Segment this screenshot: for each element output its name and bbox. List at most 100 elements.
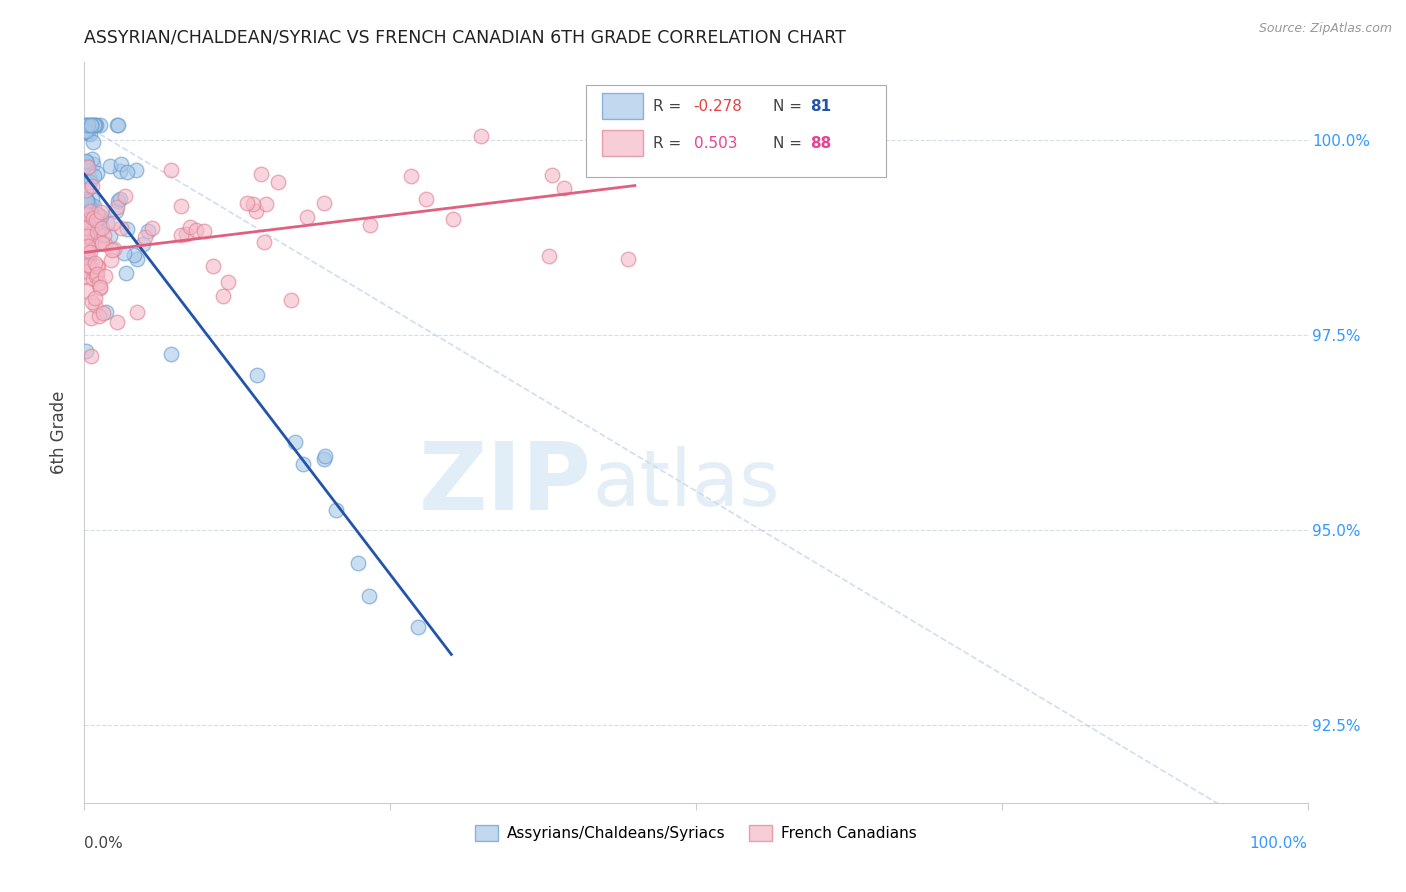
Point xyxy=(86,229,108,244)
Point xyxy=(77,241,100,255)
Point xyxy=(75,192,97,206)
FancyBboxPatch shape xyxy=(602,130,644,156)
Point xyxy=(90,220,112,235)
Point xyxy=(75,208,97,222)
Point xyxy=(75,123,97,137)
Point xyxy=(77,126,100,140)
Point xyxy=(82,135,104,149)
Text: Source: ZipAtlas.com: Source: ZipAtlas.com xyxy=(1258,22,1392,36)
Point xyxy=(75,118,97,132)
Point xyxy=(77,182,100,196)
Point xyxy=(93,269,115,284)
Point xyxy=(76,238,98,252)
Point xyxy=(76,258,98,272)
Point xyxy=(280,293,302,307)
Point xyxy=(90,210,112,224)
Point xyxy=(470,128,492,143)
Point xyxy=(90,235,112,250)
Point xyxy=(83,169,105,184)
Point xyxy=(134,230,156,244)
Point xyxy=(77,169,100,183)
Point xyxy=(84,213,107,227)
Point xyxy=(125,305,148,319)
Point xyxy=(217,275,239,289)
Point xyxy=(76,214,98,228)
Point xyxy=(86,269,108,284)
Point xyxy=(112,246,135,260)
Point xyxy=(87,276,110,290)
Point xyxy=(236,196,259,211)
Text: atlas: atlas xyxy=(592,446,779,523)
Point xyxy=(75,227,97,241)
Point xyxy=(76,195,98,210)
Point xyxy=(77,160,100,174)
Point xyxy=(312,451,335,466)
Point xyxy=(115,221,138,235)
Point xyxy=(347,556,370,570)
Point xyxy=(284,435,307,450)
Point xyxy=(98,159,121,173)
Point xyxy=(136,224,159,238)
Point xyxy=(107,194,129,208)
Text: R =: R = xyxy=(654,99,686,113)
Point xyxy=(108,192,131,206)
Point xyxy=(87,309,110,323)
Point xyxy=(80,118,103,132)
Text: 100.0%: 100.0% xyxy=(1250,836,1308,851)
Point xyxy=(253,235,276,249)
Point xyxy=(122,248,145,262)
Point xyxy=(101,243,124,257)
Text: -0.278: -0.278 xyxy=(693,99,742,113)
Point xyxy=(93,227,115,242)
Point xyxy=(254,197,277,211)
Point xyxy=(115,165,138,179)
Point xyxy=(179,220,201,235)
Point xyxy=(75,183,97,197)
Point xyxy=(415,192,437,206)
Point xyxy=(245,204,267,219)
Text: 88: 88 xyxy=(810,136,831,151)
Point xyxy=(100,253,122,268)
Text: 0.0%: 0.0% xyxy=(84,836,124,851)
Point xyxy=(86,225,108,239)
Point xyxy=(408,620,430,634)
Point xyxy=(76,264,98,278)
Point xyxy=(79,203,101,218)
Point xyxy=(75,251,97,265)
Point xyxy=(75,196,97,211)
Text: ZIP: ZIP xyxy=(419,439,592,531)
Text: ASSYRIAN/CHALDEAN/SYRIAC VS FRENCH CANADIAN 6TH GRADE CORRELATION CHART: ASSYRIAN/CHALDEAN/SYRIAC VS FRENCH CANAD… xyxy=(84,29,846,47)
Point xyxy=(399,169,422,183)
Point xyxy=(89,118,111,132)
Point xyxy=(83,256,105,270)
Point xyxy=(83,199,105,213)
Point xyxy=(76,229,98,244)
Point xyxy=(104,204,127,219)
Point xyxy=(75,235,97,250)
Point xyxy=(105,315,128,329)
Point xyxy=(314,449,336,463)
Point xyxy=(359,218,381,232)
Point xyxy=(77,118,100,132)
Point xyxy=(75,207,97,221)
Point xyxy=(75,268,97,283)
Point xyxy=(292,457,315,471)
Point xyxy=(107,118,129,132)
Point xyxy=(75,260,97,274)
Y-axis label: 6th Grade: 6th Grade xyxy=(51,391,69,475)
Point xyxy=(160,162,183,177)
Point xyxy=(84,118,107,132)
Point xyxy=(83,118,105,132)
Point xyxy=(75,344,97,359)
Point xyxy=(76,242,98,256)
Point xyxy=(76,285,98,299)
Point xyxy=(84,298,107,312)
Point xyxy=(82,272,104,286)
Point xyxy=(212,289,235,303)
Point xyxy=(79,245,101,260)
Point xyxy=(77,217,100,231)
Point xyxy=(89,235,111,250)
Point xyxy=(125,162,148,177)
Text: N =: N = xyxy=(773,99,807,113)
Point xyxy=(76,159,98,173)
